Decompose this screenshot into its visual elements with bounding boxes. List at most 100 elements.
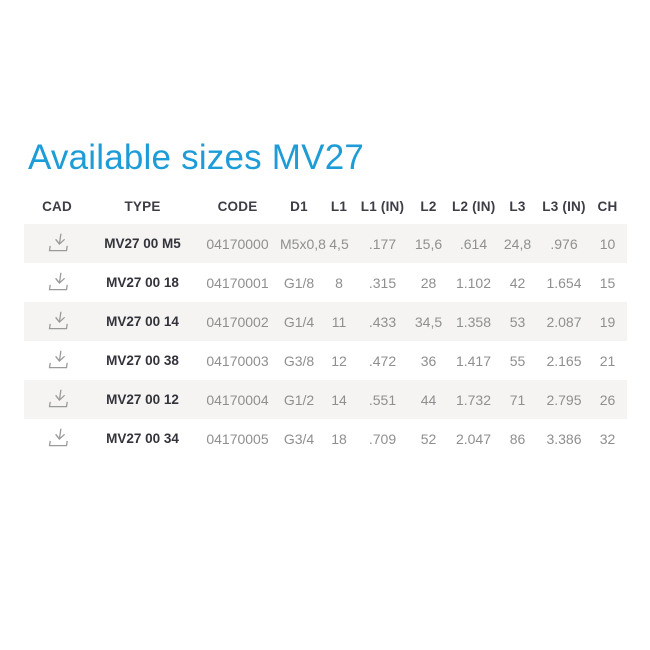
page-title: Available sizes MV27	[28, 138, 365, 177]
cell-l2: 15,6	[414, 235, 443, 252]
cell-l2: 36	[420, 352, 437, 369]
header-row: CAD TYPE CODE D1 L1 L1 (IN) L2 L2 (IN) L…	[24, 189, 627, 224]
col-header-cad: CAD	[42, 199, 72, 214]
cell-type: MV27 00 12	[106, 392, 179, 407]
table-row: MV27 00 34 04170005 G3/4 18 .709 52 2.04…	[24, 419, 627, 458]
cell-l3: 71	[509, 391, 526, 408]
cell-code: 04170004	[206, 391, 269, 408]
cell-l2-in: 1.732	[455, 391, 492, 408]
cell-l3-in: .976	[550, 235, 578, 252]
cell-l3: 24,8	[503, 235, 532, 252]
col-header-l1: L1	[330, 199, 348, 214]
cad-download-button[interactable]	[42, 309, 72, 333]
cell-cad	[24, 263, 90, 302]
cell-type: MV27 00 34	[106, 431, 179, 446]
cell-d1: G3/8	[283, 352, 315, 369]
col-header-l3: L3	[509, 199, 526, 214]
cad-download-button[interactable]	[42, 426, 72, 450]
col-header-l1-in: L1 (IN)	[360, 199, 405, 214]
cell-l2: 44	[420, 391, 437, 408]
cell-l1: 18	[331, 430, 347, 447]
download-icon	[48, 272, 68, 291]
cell-code: 04170003	[206, 352, 269, 369]
cell-l1-in: .315	[368, 274, 397, 291]
sizes-table: CAD TYPE CODE D1 L1 L1 (IN) L2 L2 (IN) L…	[24, 189, 627, 458]
cell-l2-in: 1.102	[455, 274, 492, 291]
cad-download-button[interactable]	[42, 270, 72, 294]
cell-l2-in: 1.417	[455, 352, 492, 369]
cell-l3-in: 2.165	[546, 352, 582, 369]
cell-code: 04170002	[206, 313, 269, 330]
cell-l1-in: .551	[368, 391, 397, 408]
cell-l1: 14	[331, 391, 347, 408]
cell-l2: 52	[420, 430, 437, 447]
col-header-ch: CH	[597, 199, 618, 214]
cell-type: MV27 00 M5	[104, 236, 181, 251]
download-icon	[48, 233, 68, 252]
cell-l3: 42	[509, 274, 526, 291]
download-icon	[48, 350, 68, 369]
cell-l1: 12	[331, 352, 347, 369]
col-header-l2-in: L2 (IN)	[452, 199, 496, 214]
cell-type: MV27 00 18	[106, 275, 179, 290]
cell-l2: 34,5	[414, 313, 443, 330]
cell-cad	[24, 341, 90, 380]
cell-l1: 4,5	[329, 235, 349, 252]
cell-d1: G3/4	[283, 430, 315, 447]
table-row: MV27 00 38 04170003 G3/8 12 .472 36 1.41…	[24, 341, 627, 380]
cell-code: 04170000	[206, 235, 269, 252]
cell-code: 04170001	[206, 274, 269, 291]
cell-l2-in: .614	[459, 235, 488, 252]
cell-l1-in: .433	[368, 313, 397, 330]
cell-ch: 19	[599, 313, 616, 330]
table-row: MV27 00 12 04170004 G1/2 14 .551 44 1.73…	[24, 380, 627, 419]
cell-d1: G1/2	[283, 391, 315, 408]
col-header-d1: D1	[290, 199, 308, 214]
col-header-l3-in: L3 (IN)	[542, 199, 586, 214]
cell-cad	[24, 302, 90, 341]
cell-l3-in: 2.087	[546, 313, 582, 330]
cell-code: 04170005	[206, 430, 269, 447]
cell-d1: M5x0,8	[280, 235, 326, 252]
cell-l2: 28	[420, 274, 437, 291]
cell-type: MV27 00 38	[106, 353, 179, 368]
cad-download-button[interactable]	[42, 231, 72, 255]
table-row: MV27 00 18 04170001 G1/8 8 .315 28 1.102…	[24, 263, 627, 302]
table-body: MV27 00 M5 04170000 M5x0,8 4,5 .177 15,6…	[24, 224, 627, 458]
download-icon	[48, 389, 68, 408]
download-icon	[48, 428, 68, 447]
table-row: MV27 00 M5 04170000 M5x0,8 4,5 .177 15,6…	[24, 224, 627, 263]
cell-l2-in: 1.358	[455, 313, 492, 330]
cell-l3: 86	[509, 430, 526, 447]
cad-download-button[interactable]	[42, 387, 72, 411]
download-icon	[48, 311, 68, 330]
cell-l3-in: 1.654	[546, 274, 582, 291]
cell-l1-in: .709	[368, 430, 397, 447]
cell-cad	[24, 224, 90, 263]
cell-d1: G1/8	[283, 274, 315, 291]
cell-l3-in: 3.386	[546, 430, 582, 447]
table-row: MV27 00 14 04170002 G1/4 11 .433 34,5 1.…	[24, 302, 627, 341]
cell-l1-in: .472	[368, 352, 397, 369]
cell-d1: G1/4	[283, 313, 315, 330]
cell-l2-in: 2.047	[455, 430, 492, 447]
cell-l1: 11	[331, 313, 347, 330]
cell-type: MV27 00 14	[106, 314, 179, 329]
cad-download-button[interactable]	[42, 348, 72, 372]
cell-l1: 8	[335, 274, 343, 291]
cell-ch: 21	[599, 352, 616, 369]
cell-ch: 10	[599, 235, 616, 252]
col-header-type: TYPE	[124, 199, 161, 214]
cell-ch: 15	[599, 274, 616, 291]
cell-cad	[24, 419, 90, 458]
cell-l3: 53	[509, 313, 526, 330]
cell-l3-in: 2.795	[546, 391, 582, 408]
cell-ch: 26	[599, 391, 616, 408]
cell-l1-in: .177	[368, 235, 397, 252]
col-header-l2: L2	[420, 199, 437, 214]
cell-ch: 32	[599, 430, 616, 447]
cell-l3: 55	[509, 352, 526, 369]
col-header-code: CODE	[217, 199, 258, 214]
table-header: CAD TYPE CODE D1 L1 L1 (IN) L2 L2 (IN) L…	[24, 189, 627, 224]
